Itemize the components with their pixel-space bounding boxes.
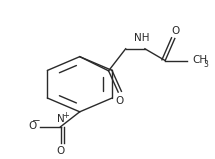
Text: −: − <box>32 116 40 126</box>
Text: O: O <box>172 26 180 36</box>
Text: +: + <box>62 111 69 120</box>
Text: N: N <box>57 114 65 124</box>
Text: O: O <box>115 96 123 106</box>
Text: CH: CH <box>192 55 207 65</box>
Text: 3: 3 <box>203 61 208 69</box>
Text: NH: NH <box>134 33 149 43</box>
Text: O: O <box>57 146 65 156</box>
Text: O: O <box>28 121 36 131</box>
